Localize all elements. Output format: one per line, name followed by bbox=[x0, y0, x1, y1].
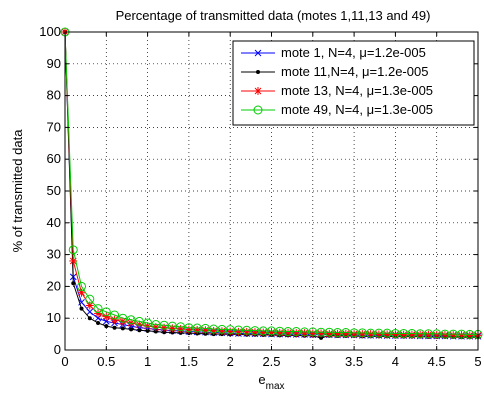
data-point bbox=[102, 312, 111, 321]
x-tick-label: 4.5 bbox=[428, 354, 446, 369]
data-point bbox=[226, 327, 235, 336]
data-point bbox=[77, 281, 87, 291]
x-tick-label: 0.5 bbox=[97, 354, 115, 369]
series-line bbox=[64, 31, 478, 335]
x-tick-label: 2.5 bbox=[262, 354, 280, 369]
legend-box bbox=[232, 40, 475, 126]
data-point bbox=[102, 318, 110, 325]
y-tick-label: 20 bbox=[47, 278, 61, 293]
data-point bbox=[85, 294, 95, 304]
data-point bbox=[118, 317, 127, 326]
data-point bbox=[449, 331, 458, 340]
legend-entry: mote 49, N=4, μ=1.3e-005 bbox=[241, 102, 433, 117]
data-point bbox=[234, 327, 243, 336]
legend-label: mote 1, N=4, μ=1.2e-005 bbox=[281, 45, 426, 60]
data-point bbox=[145, 328, 150, 333]
data-point bbox=[184, 325, 193, 334]
data-point bbox=[201, 326, 210, 335]
data-point bbox=[129, 327, 134, 332]
data-point bbox=[68, 245, 78, 255]
x-tick-label: 0 bbox=[61, 354, 68, 369]
legend-entry: mote 11,N=4, μ=1.2e-005 bbox=[241, 64, 428, 79]
data-point bbox=[193, 325, 202, 334]
y-tick-label: 80 bbox=[47, 88, 61, 103]
series-layer bbox=[60, 27, 483, 340]
y-tick-label: 60 bbox=[47, 151, 61, 166]
data-point bbox=[153, 329, 158, 334]
x-tick-label: 2 bbox=[227, 354, 234, 369]
data-point bbox=[71, 281, 76, 286]
legend-entry: mote 1, N=4, μ=1.2e-005 bbox=[241, 45, 426, 60]
data-point bbox=[137, 328, 142, 333]
y-tick-label: 90 bbox=[47, 56, 61, 71]
data-point bbox=[112, 325, 117, 330]
y-tick-label: 30 bbox=[47, 247, 61, 262]
x-tick-label: 3 bbox=[309, 354, 316, 369]
data-point bbox=[170, 330, 175, 335]
y-axis-label: % of transmitted data bbox=[10, 129, 25, 253]
legend-entry: mote 13, N=4, μ=1.3e-005 bbox=[241, 83, 433, 98]
x-axis-label-main: e bbox=[258, 372, 265, 387]
data-point bbox=[217, 327, 226, 336]
legend-marker bbox=[254, 87, 262, 95]
data-point bbox=[93, 304, 103, 314]
y-tick-label: 0 bbox=[54, 342, 61, 357]
series-4 bbox=[60, 27, 483, 339]
y-tick-label: 50 bbox=[47, 183, 61, 198]
data-point bbox=[118, 313, 128, 323]
data-point bbox=[94, 314, 102, 322]
x-tick-label: 4 bbox=[392, 354, 399, 369]
legend-marker bbox=[253, 105, 263, 115]
data-point bbox=[110, 315, 119, 324]
y-tick-label: 10 bbox=[47, 310, 61, 325]
data-point bbox=[134, 316, 144, 326]
legend-label: mote 49, N=4, μ=1.3e-005 bbox=[281, 102, 433, 117]
data-point bbox=[101, 307, 111, 317]
data-point bbox=[94, 309, 103, 318]
data-point bbox=[79, 306, 84, 311]
data-point bbox=[110, 310, 120, 320]
x-tick-label: 3.5 bbox=[345, 354, 363, 369]
x-tick-label: 5 bbox=[474, 354, 481, 369]
data-point bbox=[120, 326, 125, 331]
data-point bbox=[143, 318, 153, 328]
chart-title: Percentage of transmitted data (motes 1,… bbox=[116, 8, 431, 23]
legend-label: mote 13, N=4, μ=1.3e-005 bbox=[281, 83, 433, 98]
x-tick-label: 1.5 bbox=[180, 354, 198, 369]
data-point bbox=[126, 315, 136, 325]
x-tick-label: 1 bbox=[144, 354, 151, 369]
data-point bbox=[162, 330, 167, 335]
axis-ticks: 0 0.5 1 1.5 2 2.5 3 3.5 4 4.5 50102030405060708090… bbox=[39, 24, 481, 369]
data-point bbox=[104, 324, 109, 329]
legend-marker bbox=[256, 70, 260, 74]
data-point bbox=[96, 320, 101, 325]
data-point bbox=[209, 326, 218, 335]
x-axis-label: emax bbox=[258, 372, 284, 392]
data-point bbox=[78, 298, 85, 306]
y-tick-label: 40 bbox=[47, 215, 61, 230]
data-point bbox=[86, 308, 94, 316]
legend-label: mote 11,N=4, μ=1.2e-005 bbox=[281, 64, 428, 79]
data-point bbox=[87, 316, 92, 321]
x-axis-label-subscript: max bbox=[266, 381, 285, 392]
legend-marker bbox=[254, 49, 262, 57]
legend: mote 1, N=4, μ=1.2e-005 mote 11,N=4, μ=1.… bbox=[232, 40, 475, 126]
y-tick-label: 70 bbox=[47, 119, 61, 134]
y-tick-label: 100 bbox=[39, 24, 61, 39]
data-point bbox=[319, 335, 324, 340]
